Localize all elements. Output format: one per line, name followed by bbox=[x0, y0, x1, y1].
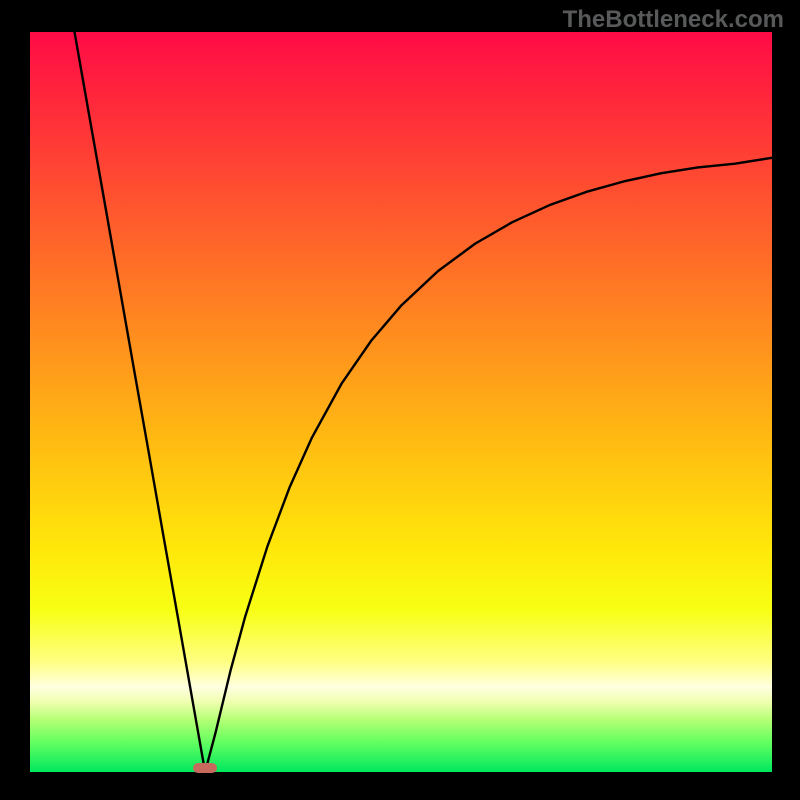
chart-frame: TheBottleneck.com bbox=[0, 0, 800, 800]
optimum-marker bbox=[193, 763, 217, 773]
bottleneck-curve bbox=[0, 0, 800, 800]
watermark-text: TheBottleneck.com bbox=[563, 6, 784, 34]
